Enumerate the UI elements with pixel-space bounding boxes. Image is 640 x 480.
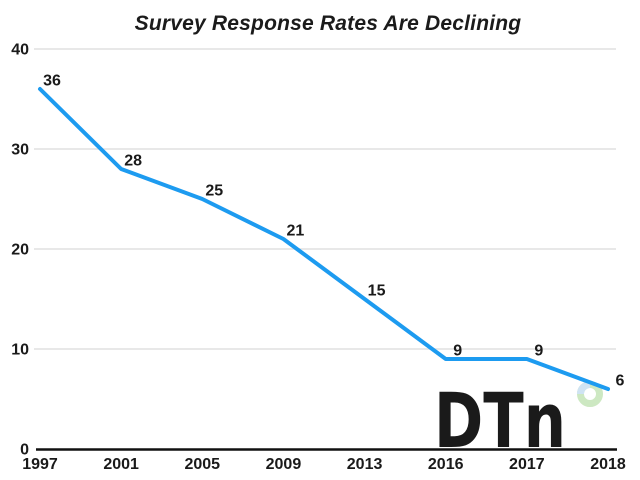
x-tick-label: 1997	[22, 456, 58, 473]
y-tick-label: 0	[20, 442, 29, 459]
y-tick-label: 40	[11, 42, 29, 59]
data-label: 36	[43, 73, 61, 90]
data-label: 21	[287, 223, 305, 240]
data-label: 25	[205, 183, 223, 200]
x-tick-label: 2018	[590, 456, 626, 473]
x-tick-label: 2017	[509, 456, 545, 473]
dtn-logo-degree-ring-highlight	[577, 381, 591, 395]
y-tick-label: 30	[11, 142, 29, 159]
data-label: 9	[453, 343, 462, 360]
data-line	[38, 87, 610, 391]
x-tick-label: 2013	[347, 456, 383, 473]
x-tick-label: 2005	[184, 456, 220, 473]
y-tick-label: 20	[11, 242, 29, 259]
data-label: 28	[124, 153, 142, 170]
data-label: 6	[616, 373, 625, 390]
y-tick-label: 10	[11, 342, 29, 359]
data-label: 9	[534, 343, 543, 360]
x-tick-label: 2009	[266, 456, 302, 473]
x-tick-label: 2001	[103, 456, 139, 473]
dtn-logo-text: DTn	[434, 376, 566, 465]
data-label: 15	[368, 283, 386, 300]
chart-title: Survey Response Rates Are Declining	[134, 12, 522, 35]
x-tick-label: 2016	[428, 456, 464, 473]
